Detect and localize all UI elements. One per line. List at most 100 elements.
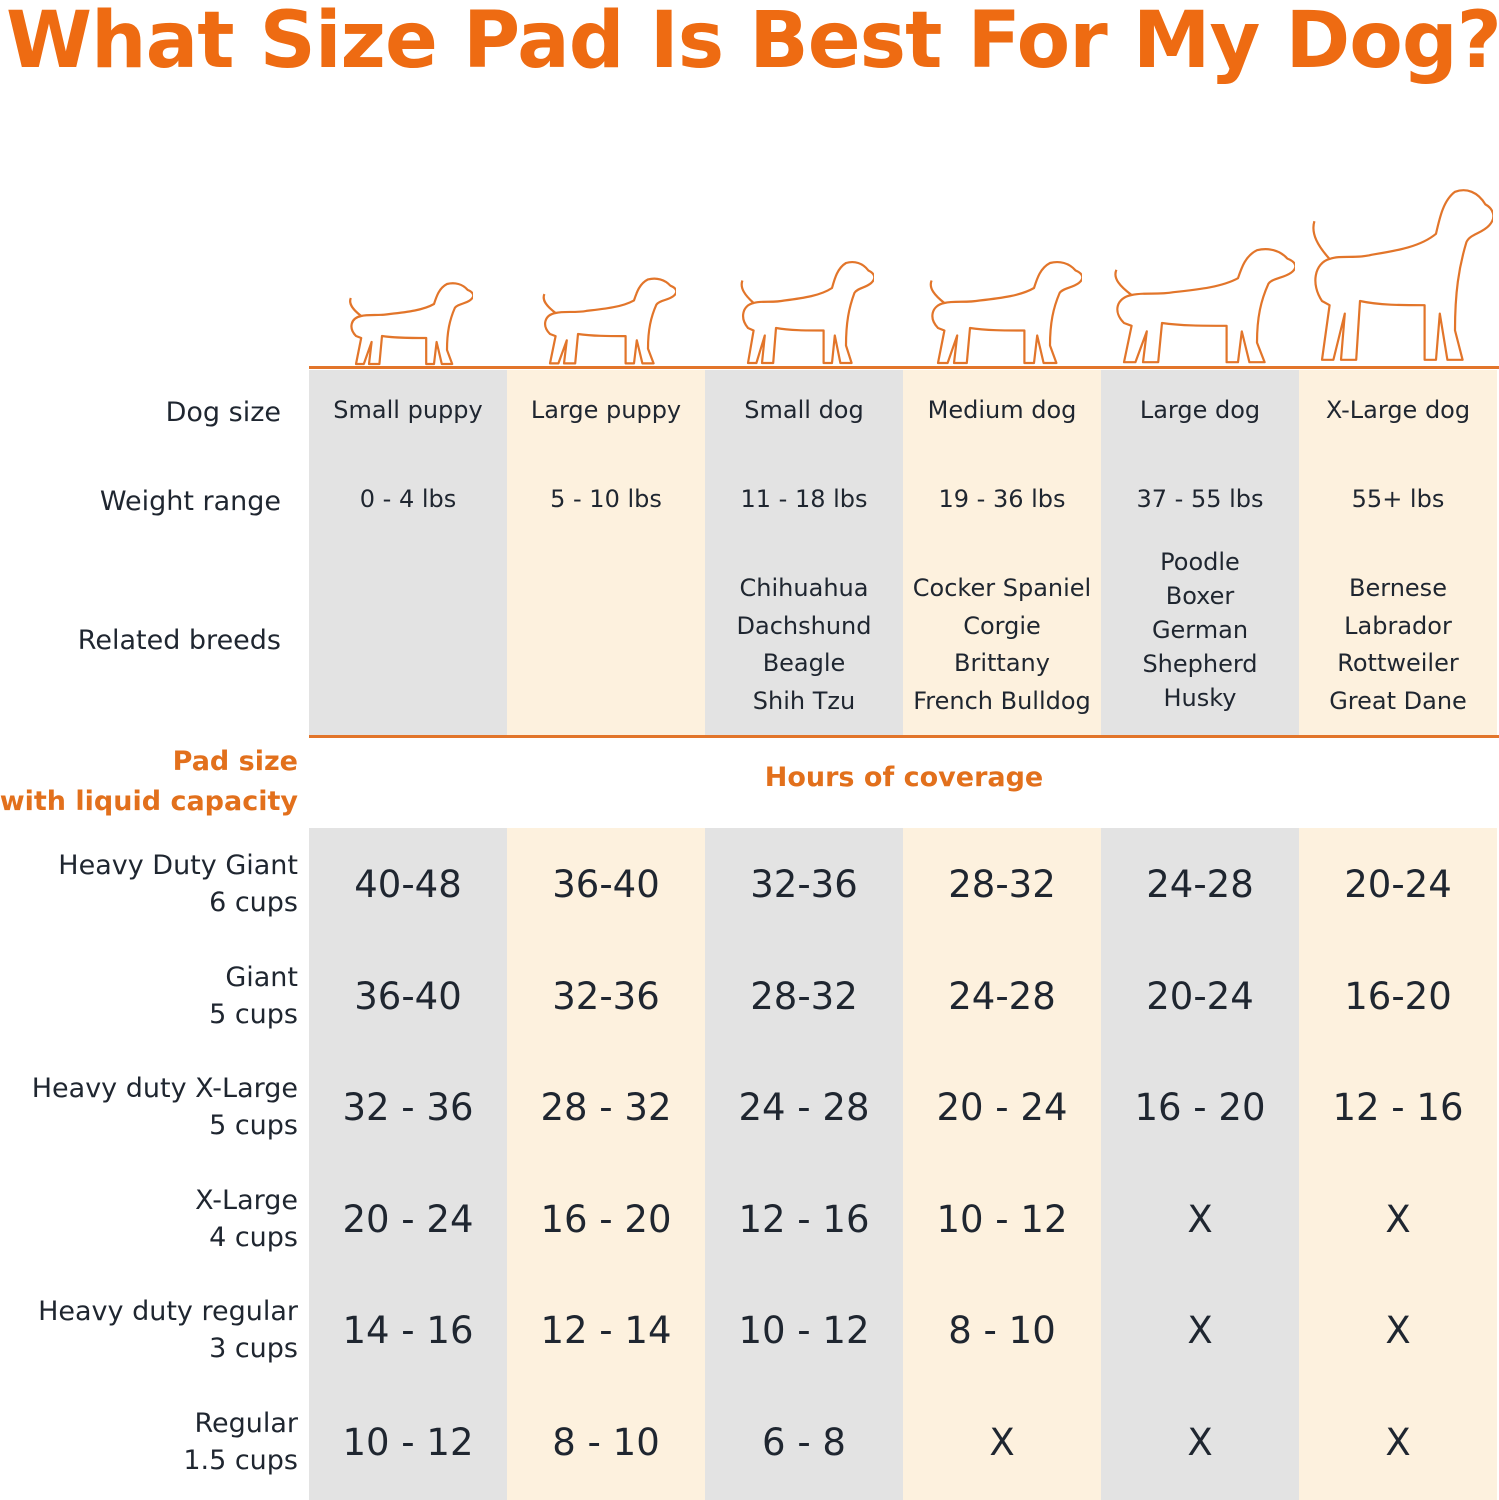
large-dog-icon [1105, 239, 1295, 368]
dog-size-cell: Large puppy [530, 396, 682, 424]
hours-cell: 32-36 [552, 974, 660, 1018]
hours-cell: 12 - 16 [1332, 1086, 1464, 1129]
breed-name: Brittany [954, 649, 1050, 677]
hours-cell: 20-24 [1146, 974, 1254, 1018]
dog-size-cell: Large dog [1139, 396, 1261, 424]
pad-size-header: Pad size with liquid capacity [0, 742, 298, 822]
column-header-bg [1299, 370, 1497, 736]
pad-capacity: 1.5 cups [183, 1444, 298, 1476]
column-header-bg [705, 370, 903, 736]
hours-cell: 28-32 [948, 863, 1056, 906]
hours-cell: X [1385, 1420, 1411, 1464]
dog-size-label: Dog size [165, 397, 281, 428]
column-header-bg [903, 370, 1101, 736]
pad-row-label: Heavy Duty Giant 6 cups [58, 847, 298, 921]
column-header-bg [309, 370, 507, 736]
hours-cell: 28-32 [750, 974, 858, 1018]
weight-range-label: Weight range [99, 486, 281, 517]
related-breeds-cell: Cocker Spaniel Corgie Brittany French Bulld… [903, 570, 1101, 720]
related-breeds-cell: Bernese Labrador Rottweiler Great Dane [1299, 570, 1497, 720]
hours-cell: 8 - 10 [552, 1420, 660, 1464]
page-title: What Size Pad Is Best For My Dog? [6, 0, 1499, 86]
hours-cell: X [989, 1420, 1015, 1464]
hours-cell: 10 - 12 [342, 1420, 474, 1464]
column-data-bg [1299, 828, 1497, 1500]
hours-cell: 40-48 [354, 863, 462, 906]
weight-range-cell: 5 - 10 lbs [550, 485, 662, 513]
pad-name: Giant [225, 961, 298, 993]
dog-size-cell: Small puppy [333, 396, 483, 424]
hours-cell: X [1385, 1309, 1411, 1352]
weight-range-cell: 19 - 36 lbs [938, 485, 1066, 513]
column-data-bg [309, 828, 507, 1500]
hours-cell: X [1187, 1197, 1213, 1241]
related-breeds-cell: Poodle Boxer German Shepherd Husky [1101, 545, 1299, 715]
hours-cell: 16 - 20 [1134, 1086, 1266, 1129]
pad-capacity: 3 cups [209, 1333, 298, 1364]
pad-capacity: 5 cups [209, 998, 298, 1030]
hours-cell: 36-40 [354, 974, 462, 1018]
pad-row-label: Heavy duty X-Large 5 cups [32, 1070, 298, 1144]
hours-cell: 6 - 8 [762, 1420, 846, 1464]
pad-row-label: Regular 1.5 cups [183, 1405, 298, 1479]
hours-cell: 10 - 12 [936, 1197, 1068, 1241]
weight-range-cell: 55+ lbs [1351, 485, 1445, 513]
breed-name: Husky [1163, 684, 1237, 713]
hours-cell: X [1187, 1420, 1213, 1464]
weight-range-cell: 0 - 4 lbs [359, 485, 457, 513]
breed-name: Corgie [963, 611, 1041, 640]
weight-range-cell: 37 - 55 lbs [1136, 485, 1264, 513]
pad-capacity: 4 cups [209, 1221, 298, 1253]
dog-size-cell: X-Large dog [1325, 396, 1471, 424]
breed-name: Poodle [1160, 548, 1240, 577]
breed-name: Dachshund [736, 611, 872, 640]
related-breeds-label: Related breeds [77, 625, 281, 656]
hours-cell: X [1187, 1309, 1213, 1352]
hours-cell: 12 - 14 [540, 1309, 672, 1352]
hours-cell: 16-20 [1344, 974, 1452, 1018]
hours-cell: 24-28 [948, 974, 1056, 1018]
header-bottom-line [309, 735, 1499, 738]
hours-cell: 24 - 28 [738, 1086, 870, 1129]
hours-cell: 20 - 24 [936, 1086, 1068, 1129]
breed-name: Bernese [1349, 574, 1447, 602]
column-header-bg [1101, 370, 1299, 736]
pad-name: Heavy duty regular [38, 1296, 298, 1327]
large-puppy-icon [536, 271, 676, 368]
column-data-bg [705, 828, 903, 1500]
column-data-bg [1101, 828, 1299, 1500]
breed-name: German [1151, 616, 1249, 645]
breed-name: Great Dane [1329, 686, 1467, 715]
small-puppy-icon [343, 276, 473, 368]
pad-row-label: Heavy duty regular 3 cups [38, 1293, 298, 1367]
pad-size-header-line2: with liquid capacity [0, 786, 298, 817]
pad-name: Heavy Duty Giant [58, 850, 298, 881]
pad-row-label: Giant 5 cups [209, 959, 298, 1033]
hours-cell: 14 - 16 [342, 1309, 474, 1352]
dog-size-cell: Small dog [744, 396, 864, 424]
pad-name: X-Large [195, 1184, 298, 1216]
hours-cell: 32 - 36 [342, 1086, 474, 1129]
breed-name: Boxer [1165, 582, 1235, 611]
hours-cell: 10 - 12 [738, 1309, 870, 1352]
hours-cell: 8 - 10 [948, 1309, 1056, 1352]
hours-cell: 16 - 20 [540, 1197, 672, 1241]
column-data-bg [507, 828, 705, 1500]
column-data-bg [903, 828, 1101, 1500]
pad-row-label: X-Large 4 cups [195, 1182, 298, 1256]
pad-size-header-line1: Pad size [172, 746, 298, 777]
dog-size-cell: Medium dog [927, 396, 1077, 424]
hours-cell: 24-28 [1146, 863, 1254, 906]
small-dog-icon [734, 253, 874, 368]
hours-cell: X [1385, 1197, 1411, 1241]
breed-name: Cocker Spaniel [912, 574, 1092, 602]
breed-name: Rottweiler [1337, 649, 1459, 677]
breed-name: French Bulldog [913, 686, 1091, 715]
hours-cell: 36-40 [552, 863, 660, 906]
x-large-dog-icon [1303, 175, 1493, 368]
hours-cell: 12 - 16 [738, 1197, 870, 1241]
column-header-bg [507, 370, 705, 736]
breed-name: Labrador [1344, 611, 1452, 640]
medium-dog-icon [922, 253, 1082, 368]
